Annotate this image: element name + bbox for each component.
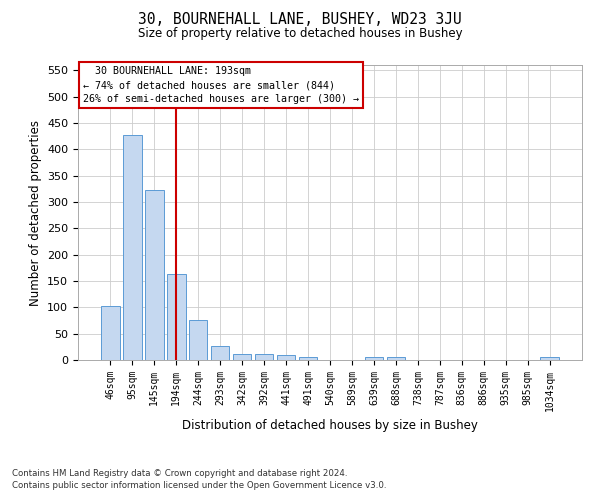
- Bar: [189, 320, 208, 360]
- Bar: [101, 306, 119, 360]
- Bar: [145, 190, 164, 360]
- Bar: [233, 354, 251, 360]
- Text: Contains public sector information licensed under the Open Government Licence v3: Contains public sector information licen…: [12, 480, 386, 490]
- Bar: [123, 134, 142, 360]
- Bar: [167, 274, 185, 360]
- Text: Contains HM Land Registry data © Crown copyright and database right 2024.: Contains HM Land Registry data © Crown c…: [12, 469, 347, 478]
- Text: Size of property relative to detached houses in Bushey: Size of property relative to detached ho…: [137, 28, 463, 40]
- Bar: [386, 357, 405, 360]
- Text: 30 BOURNEHALL LANE: 193sqm
← 74% of detached houses are smaller (844)
26% of sem: 30 BOURNEHALL LANE: 193sqm ← 74% of deta…: [83, 66, 359, 104]
- Y-axis label: Number of detached properties: Number of detached properties: [29, 120, 41, 306]
- Text: 30, BOURNEHALL LANE, BUSHEY, WD23 3JU: 30, BOURNEHALL LANE, BUSHEY, WD23 3JU: [138, 12, 462, 28]
- X-axis label: Distribution of detached houses by size in Bushey: Distribution of detached houses by size …: [182, 419, 478, 432]
- Bar: [541, 358, 559, 360]
- Bar: [211, 346, 229, 360]
- Bar: [299, 358, 317, 360]
- Bar: [255, 354, 274, 360]
- Bar: [365, 357, 383, 360]
- Bar: [277, 354, 295, 360]
